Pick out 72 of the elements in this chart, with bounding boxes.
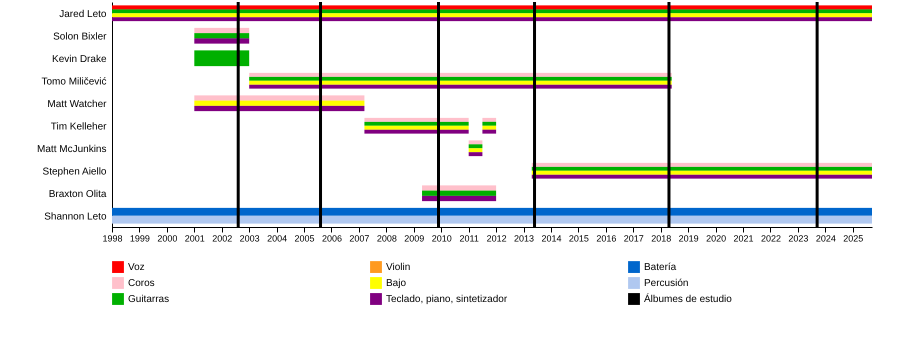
x-tick-label: 2017 bbox=[624, 234, 644, 244]
x-tick-label: 1999 bbox=[130, 234, 150, 244]
bar bbox=[194, 95, 364, 101]
x-tick-label: 2016 bbox=[596, 234, 616, 244]
legend-label: Violin bbox=[386, 262, 410, 274]
x-tick-label: 2009 bbox=[404, 234, 424, 244]
x-tick-label: 2019 bbox=[678, 234, 699, 244]
y-tick-label: Braxton Olita bbox=[48, 188, 107, 200]
bar bbox=[532, 166, 872, 171]
x-tick-label: 2024 bbox=[816, 234, 836, 244]
bar bbox=[468, 148, 482, 152]
legend-label: Bajo bbox=[386, 278, 406, 289]
y-tick-label: Shannon Leto bbox=[44, 211, 107, 222]
x-tick-label: 2010 bbox=[432, 234, 452, 244]
x-tick-label: 2002 bbox=[212, 234, 232, 244]
legend-label: Percusión bbox=[644, 278, 688, 289]
y-tick-label: Kevin Drake bbox=[52, 54, 107, 65]
x-tick-label: 2001 bbox=[184, 234, 205, 244]
bar bbox=[468, 144, 482, 148]
y-tick-label: Matt McJunkins bbox=[37, 144, 106, 155]
bar bbox=[112, 208, 872, 216]
y-tick-label: Tim Kelleher bbox=[50, 121, 108, 132]
bar bbox=[422, 185, 496, 191]
bar bbox=[112, 5, 872, 10]
legend-label: Batería bbox=[644, 262, 677, 274]
x-tick-label: 2021 bbox=[734, 234, 754, 244]
bar bbox=[482, 122, 496, 126]
bar bbox=[364, 118, 469, 122]
legend-label: Teclado, piano, sintetizador bbox=[386, 294, 508, 305]
bar bbox=[249, 76, 672, 81]
bar bbox=[468, 140, 482, 144]
x-tick-label: 2020 bbox=[706, 234, 726, 244]
bar bbox=[468, 152, 482, 156]
x-tick-label: 2011 bbox=[460, 234, 479, 244]
bar bbox=[112, 216, 872, 224]
x-tick-label: 2005 bbox=[294, 234, 315, 244]
x-tick-label: 2003 bbox=[240, 234, 260, 244]
bar bbox=[482, 130, 496, 134]
bar bbox=[112, 17, 872, 22]
x-tick-label: 2015 bbox=[568, 234, 589, 244]
x-tick-label: 2022 bbox=[760, 234, 781, 244]
legend-label: Coros bbox=[128, 278, 155, 289]
x-tick-label: 2023 bbox=[788, 234, 808, 244]
x-tick-label: 2018 bbox=[651, 234, 672, 244]
bar bbox=[364, 122, 469, 126]
bar bbox=[364, 130, 469, 134]
y-tick-label: Stephen Aiello bbox=[42, 166, 107, 178]
x-tick-label: 2006 bbox=[322, 234, 342, 244]
y-tick-label: Matt Watcher bbox=[47, 98, 108, 110]
bar bbox=[194, 106, 364, 112]
x-tick-label: 2014 bbox=[541, 234, 562, 244]
x-tick-label: 2008 bbox=[376, 234, 397, 244]
x-tick-label: 2013 bbox=[514, 234, 534, 244]
bar bbox=[532, 162, 872, 167]
bar bbox=[112, 9, 872, 14]
x-tick-label: 2012 bbox=[486, 234, 507, 244]
y-tick-label: Tomo Miličević bbox=[41, 76, 106, 88]
x-tick-label: 2007 bbox=[349, 234, 370, 244]
y-tick-label: Jared Leto bbox=[59, 8, 107, 20]
bar bbox=[422, 196, 496, 202]
bar bbox=[532, 174, 872, 179]
legend-label: Guitarras bbox=[128, 294, 170, 305]
x-tick-label: 2000 bbox=[157, 234, 178, 244]
x-tick-label: 1998 bbox=[102, 234, 123, 244]
x-tick-label: 2025 bbox=[843, 234, 864, 244]
bar bbox=[249, 72, 672, 77]
x-tick-label: 2004 bbox=[267, 234, 288, 244]
bar bbox=[249, 84, 672, 89]
bar bbox=[482, 118, 496, 122]
legend-label: Voz bbox=[128, 262, 145, 274]
legend-label: Álbumes de estudio bbox=[644, 293, 732, 305]
y-tick-label: Solon Bixler bbox=[53, 31, 108, 42]
